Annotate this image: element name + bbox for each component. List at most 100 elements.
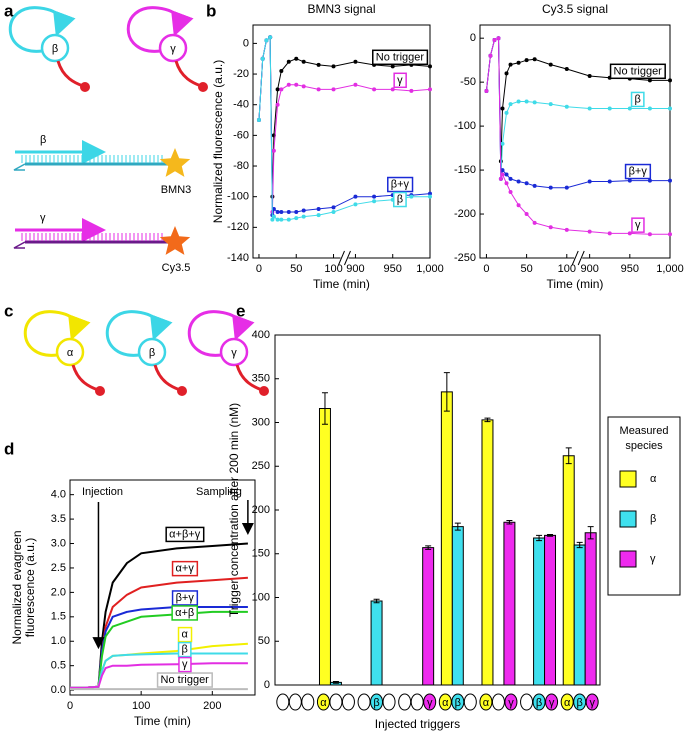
series-label-box xyxy=(372,49,429,66)
y-tick-label: 0 xyxy=(264,679,270,691)
panel-label: e xyxy=(236,301,245,320)
data-point xyxy=(524,181,529,186)
data-point xyxy=(500,168,505,173)
bar xyxy=(533,537,546,686)
data-point xyxy=(488,53,493,58)
series-label-box xyxy=(387,176,414,193)
series-label-box xyxy=(624,163,652,180)
data-point xyxy=(668,232,672,237)
trigger-icon xyxy=(398,693,412,711)
data-point xyxy=(587,73,592,78)
legend-title: species xyxy=(625,440,663,452)
y-axis-label: Trigger concentration after 200 min (nM) xyxy=(227,403,241,617)
species-node xyxy=(137,337,167,367)
x-tick-label: 100 xyxy=(132,700,150,712)
series-label: α+β xyxy=(175,607,194,619)
series-label: γ xyxy=(182,659,188,671)
error-bar xyxy=(484,417,491,423)
data-point xyxy=(532,100,537,105)
y-tick-label: 1.5 xyxy=(51,611,66,623)
data-point xyxy=(564,104,569,109)
trigger-icon-label: α xyxy=(442,697,449,709)
inhibitor xyxy=(56,60,84,88)
data-point xyxy=(524,212,529,217)
data-point xyxy=(301,208,306,213)
x-tick-label: 900 xyxy=(346,263,364,275)
panel-label: b xyxy=(206,1,216,20)
axis-break-gap xyxy=(574,250,583,266)
data-point xyxy=(532,183,537,188)
series-label: No trigger xyxy=(614,65,663,77)
trigger-icon xyxy=(423,693,437,711)
data-point xyxy=(492,37,497,42)
bar xyxy=(544,534,557,686)
species-label: γ xyxy=(231,347,237,359)
data-point xyxy=(516,99,521,104)
series-label: β xyxy=(182,644,188,656)
bar xyxy=(318,408,331,686)
chart-title: Cy3.5 signal xyxy=(542,2,608,16)
data-point xyxy=(331,87,336,92)
data-point xyxy=(428,64,432,69)
data-point xyxy=(627,231,632,236)
series-label: No trigger xyxy=(161,674,210,686)
data-point xyxy=(607,106,612,111)
trigger-icon-label: γ xyxy=(508,697,514,709)
axis-break xyxy=(338,250,345,266)
axis-break xyxy=(571,250,579,266)
x-axis-label: Injected triggers xyxy=(375,717,460,731)
x-tick-label: 50 xyxy=(290,263,302,275)
series-label: γ xyxy=(397,74,403,86)
legend-label: α xyxy=(650,473,657,485)
trigger-icon-label: γ xyxy=(549,697,555,709)
data-point xyxy=(516,60,521,65)
axis-break xyxy=(344,250,351,266)
annotation: Sampling xyxy=(196,486,242,498)
trigger-icon-label: γ xyxy=(427,697,433,709)
data-point xyxy=(286,217,291,222)
legend-swatch xyxy=(619,510,637,528)
series-label: β xyxy=(635,93,641,105)
feedback-loop xyxy=(23,310,91,357)
trigger-icon xyxy=(585,693,599,711)
error-bar xyxy=(547,534,554,537)
data-point xyxy=(294,82,299,87)
y-tick-label: 1.0 xyxy=(51,635,66,647)
series-label: α xyxy=(182,629,189,641)
trigger-icon xyxy=(545,693,559,711)
y-axis-label: fluorescence (a.u.) xyxy=(23,538,37,637)
data-point xyxy=(508,176,513,181)
error-bar xyxy=(565,447,572,465)
data-point xyxy=(548,185,553,190)
x-tick-label: 0 xyxy=(67,700,73,712)
data-point xyxy=(587,106,592,111)
panel-label: d xyxy=(4,439,14,458)
y-tick-label: -60 xyxy=(233,129,249,141)
data-point xyxy=(548,62,553,67)
y-tick-label: -150 xyxy=(454,164,476,176)
data-point xyxy=(504,172,509,177)
series-label-box xyxy=(631,217,645,233)
data-point xyxy=(504,181,509,186)
series-label-box xyxy=(165,526,205,543)
x-tick-label: 1,000 xyxy=(656,263,684,275)
species-node xyxy=(158,33,188,63)
y-tick-label: 150 xyxy=(252,548,270,560)
series-label-box xyxy=(177,641,192,658)
y-tick-label: -40 xyxy=(233,99,249,111)
species-node xyxy=(55,337,85,367)
y-tick-label: 4.0 xyxy=(51,489,66,501)
series-label: No trigger xyxy=(376,51,425,63)
data-point xyxy=(390,64,395,69)
trigger-icon xyxy=(382,693,396,711)
data-point xyxy=(286,210,291,215)
trigger-icon-label: γ xyxy=(589,697,595,709)
strand-end xyxy=(13,163,26,171)
y-tick-label: -50 xyxy=(460,76,476,88)
error-bar xyxy=(321,392,328,425)
data-point xyxy=(331,210,336,215)
strand-label: β xyxy=(40,134,46,146)
data-point xyxy=(279,68,284,73)
bar xyxy=(370,600,383,686)
data-point xyxy=(564,66,569,71)
